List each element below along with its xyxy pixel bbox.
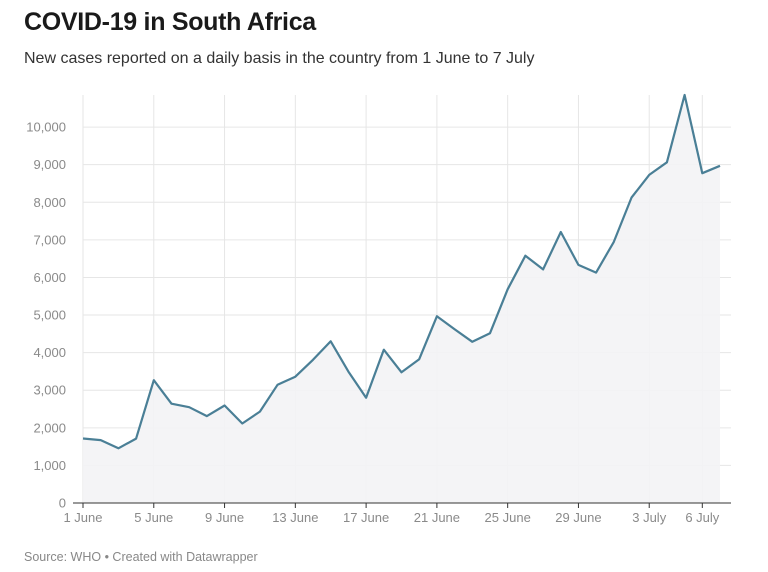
x-tick-label: 29 June (555, 510, 601, 525)
x-tick-label: 25 June (485, 510, 531, 525)
chart-subtitle: New cases reported on a daily basis in t… (24, 50, 535, 67)
y-tick-label: 2,000 (33, 420, 66, 435)
cases-area (83, 95, 720, 503)
x-tick-label: 5 June (134, 510, 173, 525)
x-tick-label: 1 June (63, 510, 102, 525)
x-tick-label: 13 June (272, 510, 318, 525)
x-tick-label: 17 June (343, 510, 389, 525)
y-tick-label: 10,000 (26, 120, 66, 135)
cases-line (82, 93, 721, 450)
line-chart: 0 1,000 2,000 3,000 4,000 5,000 6,000 7,000 8,00… (26, 93, 731, 525)
x-tick-label: 3 July (632, 510, 666, 525)
x-tick-label: 9 June (205, 510, 244, 525)
y-tick-label: 5,000 (33, 308, 66, 323)
y-tick-label: 8,000 (33, 195, 66, 210)
y-tick-label: 7,000 (33, 232, 66, 247)
y-tick-label: 1,000 (33, 458, 66, 473)
y-tick-label: 9,000 (33, 157, 66, 172)
x-tick-label: 6 July (685, 510, 719, 525)
x-tick-label: 21 June (414, 510, 460, 525)
y-tick-label: 3,000 (33, 383, 66, 398)
y-axis-ticks: 0 1,000 2,000 3,000 4,000 5,000 6,000 7,000 8,00… (26, 120, 66, 511)
y-tick-label: 0 (59, 496, 66, 511)
x-axis-ticks: 1 June 5 June 9 June 13 June 17 June 21 June 2… (63, 503, 720, 525)
source-note: Source: WHO • Created with Datawrapper (24, 550, 258, 564)
chart-title: COVID-19 in South Africa (24, 8, 316, 36)
y-tick-label: 4,000 (33, 345, 66, 360)
y-tick-label: 6,000 (33, 270, 66, 285)
